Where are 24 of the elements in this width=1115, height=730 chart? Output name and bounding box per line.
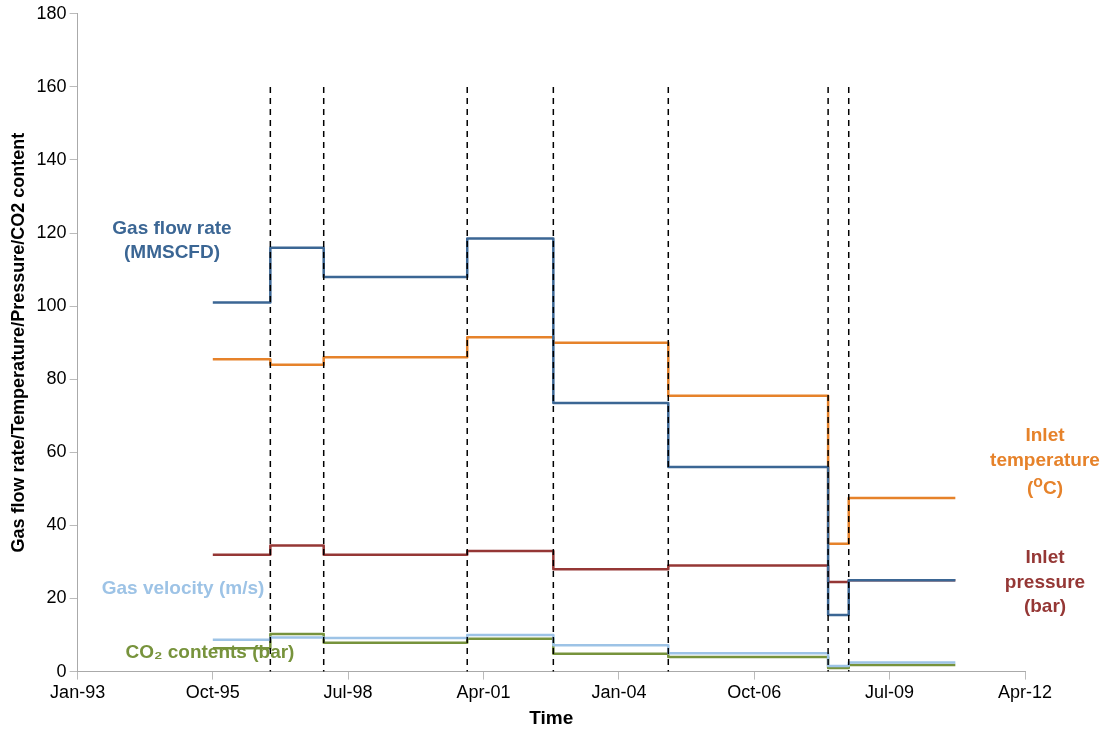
y-tick-label: 40 <box>46 514 67 535</box>
y-tick-label: 180 <box>36 2 67 23</box>
y-tick-label: 60 <box>46 441 67 462</box>
text: Inlet pressure (bar) <box>1003 545 1087 619</box>
y-tick-label: 120 <box>36 222 67 243</box>
x-tick-label: Apr-12 <box>997 682 1053 703</box>
x-tick-label: Apr-01 <box>456 682 511 703</box>
y-tick-label: 0 <box>56 660 67 681</box>
y-tick-label: 140 <box>36 148 67 169</box>
x-tick-label: Jan-93 <box>50 682 106 703</box>
x-tick-label: Oct-95 <box>185 682 240 703</box>
y-tick-label: 20 <box>46 587 67 608</box>
x-tick-label: Jul-09 <box>865 682 915 703</box>
y-axis-title: Gas flow rate/Temperature/Pressure/CO2 content <box>7 132 28 553</box>
x-tick-label: Jul-98 <box>323 682 373 703</box>
y-tick-label: 80 <box>46 368 67 389</box>
y-tick-label: 160 <box>36 75 67 96</box>
x-tick-label: Jan-04 <box>591 682 647 703</box>
text: Gas flow rate (MMSCFD) <box>112 215 232 265</box>
y-tick-label: 100 <box>36 295 67 316</box>
x-axis-title: Time <box>529 706 574 728</box>
x-tick-label: Oct-06 <box>727 682 782 703</box>
text: Gas velocity (m/s) <box>100 575 266 600</box>
series-label: Inlet temperature ($^{o}$C) <box>989 423 1101 501</box>
